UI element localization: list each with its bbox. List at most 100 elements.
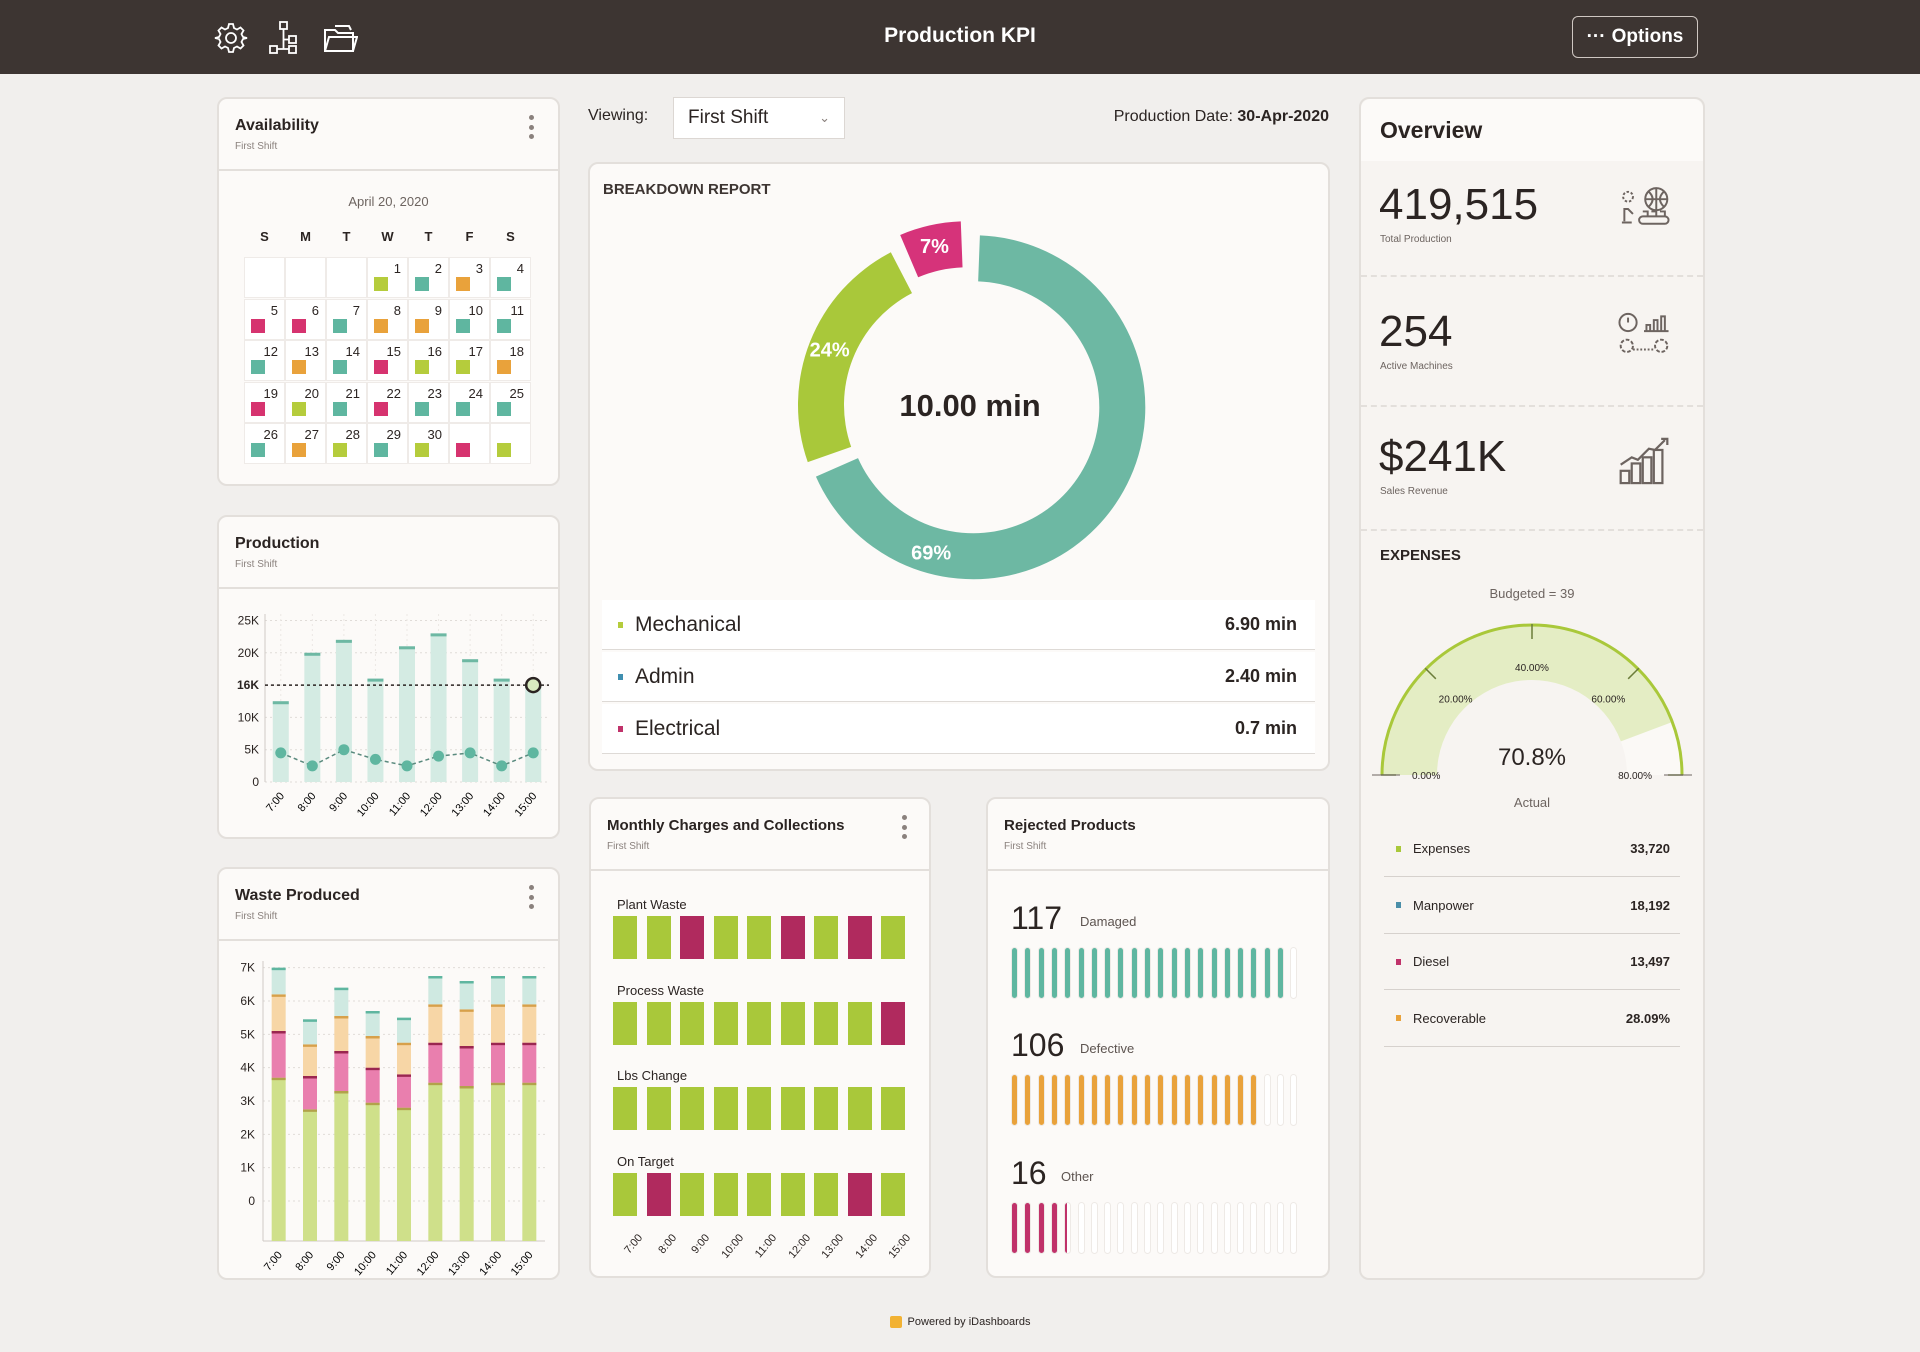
status-cell[interactable]	[881, 1172, 905, 1216]
calendar-day[interactable]	[244, 257, 285, 298]
status-cell[interactable]	[780, 1001, 805, 1045]
status-cell[interactable]	[814, 1172, 838, 1216]
calendar-day[interactable]: 20	[285, 381, 326, 423]
calendar-day[interactable]: 5	[244, 298, 285, 340]
calendar-day[interactable]	[449, 423, 490, 464]
calendar-day[interactable]: 11	[490, 298, 531, 340]
calendar-day[interactable]: 7	[326, 298, 367, 340]
calendar-day[interactable]: 22	[367, 381, 408, 423]
status-cell[interactable]	[847, 1087, 872, 1130]
status-cell[interactable]	[680, 1172, 704, 1216]
status-cell[interactable]	[613, 1172, 637, 1216]
status-cell[interactable]	[713, 916, 738, 959]
day-number: 18	[509, 344, 524, 359]
status-cell[interactable]	[613, 1001, 637, 1045]
calendar-day[interactable]: 27	[285, 423, 326, 464]
calendar-day[interactable]: 16	[408, 340, 449, 381]
waste-bar-segment-cap	[271, 994, 286, 997]
more-menu-icon[interactable]	[901, 815, 907, 839]
calendar-day[interactable]: 25	[490, 381, 531, 423]
status-cell[interactable]	[747, 1172, 771, 1216]
more-menu-icon[interactable]	[528, 115, 534, 139]
legend-row[interactable]: Mechanical 6.90 min	[602, 600, 1315, 650]
calendar-day[interactable]: 1	[367, 257, 408, 298]
more-menu-icon[interactable]	[528, 885, 534, 909]
status-cell[interactable]	[646, 1001, 671, 1045]
calendar-day[interactable]: 18	[490, 340, 531, 381]
powered-by-link[interactable]: Powered by iDashboards	[907, 1316, 1031, 1328]
legend-marker-icon	[1396, 845, 1401, 852]
calendar-day[interactable]: 29	[367, 423, 408, 464]
status-cell[interactable]	[713, 1172, 738, 1216]
calendar-day[interactable]: 13	[285, 340, 326, 381]
calendar-day[interactable]: 10	[449, 298, 490, 340]
status-cell[interactable]	[747, 1001, 771, 1045]
status-cell[interactable]	[847, 916, 872, 959]
status-cell[interactable]	[713, 1001, 738, 1045]
calendar-day[interactable]	[490, 423, 531, 464]
status-cell[interactable]	[613, 1087, 637, 1130]
status-cell[interactable]	[646, 916, 671, 959]
progress-slot-fill	[1211, 1075, 1217, 1125]
divider	[1361, 529, 1703, 531]
status-cell[interactable]	[847, 1001, 872, 1045]
progress-slot	[1130, 1202, 1138, 1254]
folder-icon[interactable]	[322, 20, 358, 56]
day-number: 26	[263, 427, 278, 442]
status-cell[interactable]	[747, 916, 771, 959]
calendar-day[interactable]: 23	[408, 381, 449, 423]
status-cell[interactable]	[847, 1172, 872, 1216]
status-cell[interactable]	[780, 1172, 805, 1216]
status-cell[interactable]	[680, 1087, 704, 1130]
options-button[interactable]: ··· Options	[1572, 16, 1698, 58]
expense-row[interactable]: Expenses 33,720	[1384, 821, 1680, 877]
legend-row[interactable]: Electrical 0.7 min	[602, 704, 1315, 754]
status-cell[interactable]	[881, 916, 905, 959]
calendar-day[interactable]: 15	[367, 340, 408, 381]
expense-row[interactable]: Diesel 13,497	[1384, 934, 1680, 990]
status-cell[interactable]	[680, 1001, 704, 1045]
x-tick-label: 9:00	[327, 790, 350, 814]
calendar-day[interactable]: 24	[449, 381, 490, 423]
waste-bar-segment	[271, 967, 286, 995]
status-cell[interactable]	[881, 1087, 905, 1130]
calendar-day[interactable]: 19	[244, 381, 285, 423]
status-cell[interactable]	[713, 1087, 738, 1130]
status-cell[interactable]	[814, 1001, 838, 1045]
calendar-day[interactable]: 14	[326, 340, 367, 381]
waste-bar-segment-cap	[271, 1077, 286, 1081]
legend-row[interactable]: Admin 2.40 min	[602, 652, 1315, 702]
calendar-day[interactable]: 26	[244, 423, 285, 464]
status-cell[interactable]	[881, 1001, 905, 1045]
calendar-day[interactable]	[285, 257, 326, 298]
production-bar-cap	[335, 639, 352, 643]
expense-row[interactable]: Recoverable 28.09%	[1384, 991, 1680, 1047]
status-cell[interactable]	[814, 1087, 838, 1130]
status-cell[interactable]	[646, 1087, 671, 1130]
calendar-day[interactable]: 2	[408, 257, 449, 298]
calendar-day[interactable]: 8	[367, 298, 408, 340]
calendar-day[interactable]: 12	[244, 340, 285, 381]
calendar-day[interactable]: 28	[326, 423, 367, 464]
calendar-day[interactable]	[326, 257, 367, 298]
weekday-header: M	[300, 229, 311, 244]
gear-icon[interactable]	[213, 20, 249, 56]
calendar-day[interactable]: 17	[449, 340, 490, 381]
calendar-day[interactable]: 9	[408, 298, 449, 340]
status-cell[interactable]	[780, 1087, 805, 1130]
status-cell[interactable]	[814, 916, 838, 959]
status-cell[interactable]	[780, 916, 805, 959]
calendar-day[interactable]: 30	[408, 423, 449, 464]
expense-row[interactable]: Manpower 18,192	[1384, 878, 1680, 934]
hierarchy-icon[interactable]	[268, 20, 304, 56]
calendar-day[interactable]: 21	[326, 381, 367, 423]
shift-select[interactable]: First Shift ⌄	[673, 97, 845, 139]
status-cell[interactable]	[646, 1172, 671, 1216]
status-cell[interactable]	[747, 1087, 771, 1130]
calendar-day[interactable]: 3	[449, 257, 490, 298]
calendar-day[interactable]: 4	[490, 257, 531, 298]
calendar-day[interactable]: 6	[285, 298, 326, 340]
status-cell[interactable]	[680, 916, 704, 959]
waste-bar-segment	[491, 976, 505, 1005]
status-cell[interactable]	[613, 916, 637, 959]
